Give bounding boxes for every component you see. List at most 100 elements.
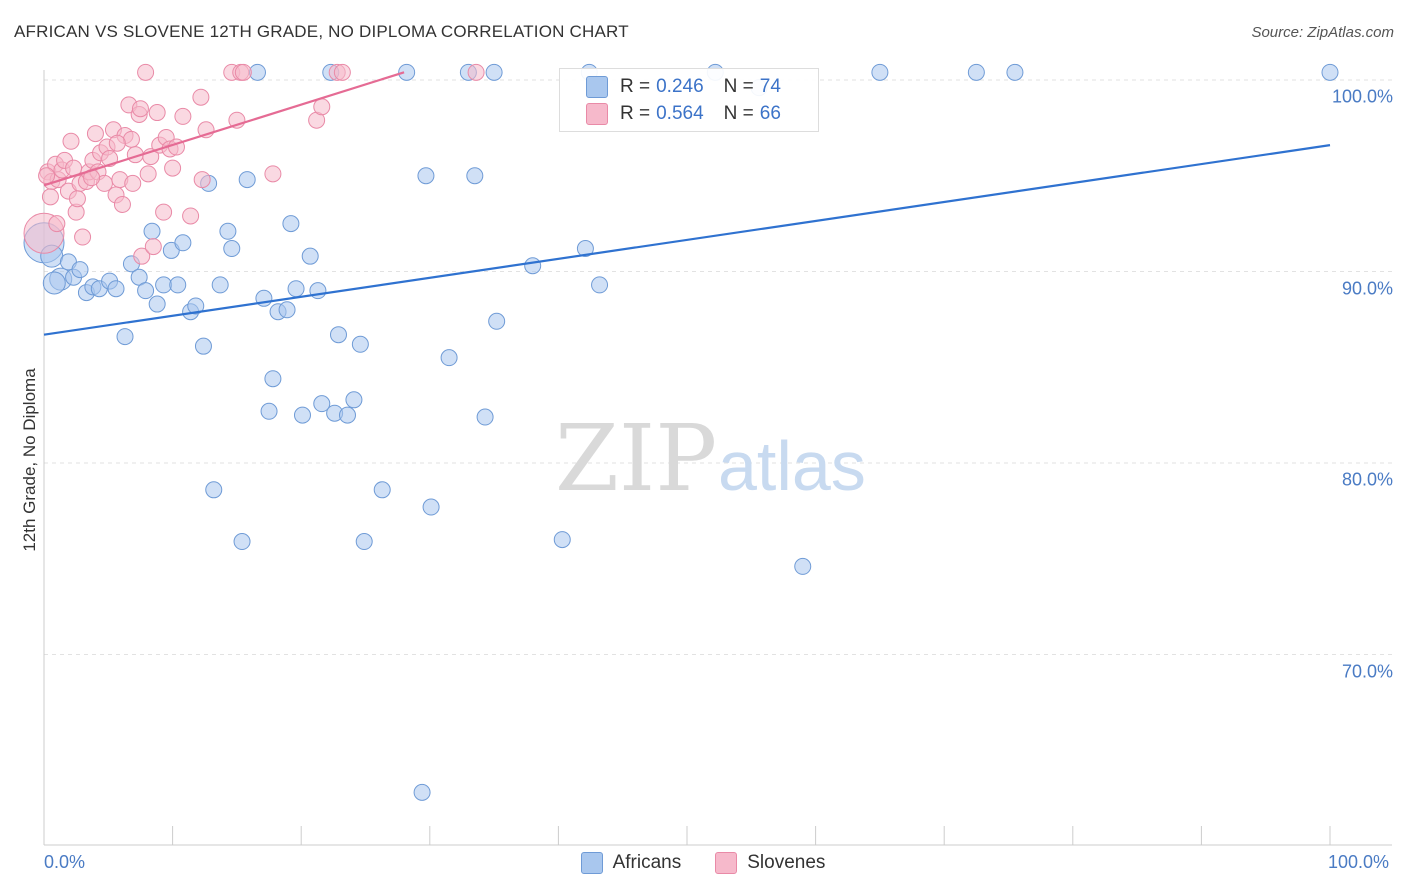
legend-r-label: R =: [620, 102, 651, 124]
data-point-slovenes: [193, 171, 211, 189]
data-point-slovenes: [86, 125, 104, 143]
chart-title: AFRICAN VS SLOVENE 12TH GRADE, NO DIPLOM…: [14, 22, 629, 41]
watermark-atlas: atlas: [718, 427, 866, 505]
data-point-africans: [488, 312, 506, 330]
watermark-zip: ZIP: [555, 405, 717, 512]
legend-item-slovenes[interactable]: Slovenes: [715, 852, 825, 874]
data-point-africans: [287, 280, 305, 298]
legend-n-value-slovenes: 66: [759, 102, 781, 124]
data-point-slovenes: [174, 107, 192, 125]
data-point-slovenes: [68, 190, 86, 208]
trend-line-africans: [43, 144, 1331, 336]
legend-row-africans: R = 0.246 N = 74: [586, 73, 781, 100]
data-point-africans: [440, 349, 458, 367]
data-point-slovenes: [192, 88, 210, 106]
data-point-africans: [871, 63, 889, 81]
data-point-africans: [553, 531, 571, 549]
data-point-africans: [238, 171, 256, 189]
legend-n-value-africans: 74: [759, 75, 781, 97]
data-point-africans: [338, 406, 356, 424]
data-point-africans: [301, 247, 319, 265]
data-point-slovenes: [333, 63, 351, 81]
data-point-africans: [223, 240, 241, 258]
data-point-africans: [187, 297, 205, 315]
data-point-africans: [260, 402, 278, 420]
data-point-africans: [233, 533, 251, 551]
source-label: Source: ZipAtlas.com: [1251, 24, 1394, 41]
series-slovenes: [23, 63, 485, 265]
data-point-slovenes: [182, 207, 200, 225]
legend-row-slovenes: R = 0.564 N = 66: [586, 100, 781, 127]
data-point-slovenes: [62, 132, 80, 150]
y-tick-label: 80.0%: [1341, 469, 1393, 490]
legend-item-africans[interactable]: Africans: [580, 852, 682, 874]
data-point-africans: [485, 63, 503, 81]
data-point-africans: [219, 222, 237, 240]
legend-swatch-slovenes: [715, 852, 738, 874]
data-point-africans: [355, 533, 373, 551]
legend-label-africans: Africans: [612, 852, 682, 873]
data-point-africans: [413, 783, 431, 801]
data-point-africans: [155, 276, 173, 294]
legend-n-label: N =: [723, 75, 754, 97]
legend-r-label: R =: [620, 75, 651, 97]
series-legend: Africans Slovenes: [0, 852, 1406, 874]
data-point-africans: [107, 280, 125, 298]
data-point-africans: [174, 234, 192, 252]
data-point-slovenes: [108, 134, 126, 152]
legend-swatch-africans: [580, 852, 603, 874]
data-point-africans: [345, 391, 363, 409]
data-point-africans: [313, 395, 331, 413]
data-point-slovenes: [41, 188, 59, 206]
data-point-africans: [422, 498, 440, 516]
data-point-africans: [794, 557, 812, 575]
data-point-slovenes: [313, 98, 331, 116]
data-point-slovenes: [467, 63, 485, 81]
data-point-slovenes: [139, 165, 157, 183]
data-point-slovenes: [137, 63, 155, 81]
data-point-africans: [1321, 63, 1339, 81]
data-point-africans: [137, 282, 155, 300]
data-point-africans: [71, 261, 89, 279]
data-point-slovenes: [148, 104, 166, 122]
data-point-africans: [476, 408, 494, 426]
data-point-slovenes: [234, 63, 252, 81]
correlation-legend: R = 0.246 N = 74 R = 0.564 N = 66: [559, 68, 819, 132]
trend-lines: [43, 71, 1331, 336]
data-point-africans: [194, 337, 212, 355]
data-point-africans: [524, 257, 542, 275]
data-point-slovenes: [164, 159, 182, 177]
data-point-africans: [351, 335, 369, 353]
data-point-africans: [264, 370, 282, 388]
data-point-slovenes: [124, 174, 142, 192]
data-point-africans: [398, 63, 416, 81]
y-tick-label: 90.0%: [1341, 278, 1393, 298]
data-point-africans: [329, 326, 347, 344]
y-tick-label: 100.0%: [1331, 86, 1393, 107]
legend-r-value-slovenes: 0.564: [656, 102, 704, 124]
data-point-africans: [466, 167, 484, 185]
data-point-africans: [169, 276, 187, 294]
data-point-africans: [205, 481, 223, 499]
data-point-africans: [591, 276, 609, 294]
data-point-africans: [278, 301, 296, 319]
x-tick-label-min: 0.0%: [44, 852, 86, 872]
y-tick-label: 70.0%: [1341, 661, 1393, 681]
data-point-africans: [373, 481, 391, 499]
data-point-slovenes: [122, 130, 140, 148]
data-point-africans: [143, 222, 161, 240]
data-point-africans: [116, 328, 134, 346]
legend-r-value-africans: 0.246: [656, 75, 704, 97]
trend-line-slovenes: [43, 71, 405, 187]
data-point-africans: [42, 271, 66, 295]
data-point-africans: [211, 276, 229, 294]
data-point-slovenes: [74, 228, 92, 246]
data-point-slovenes: [155, 203, 173, 221]
x-tick-label-max: 100.0%: [1328, 852, 1390, 872]
axes: [43, 70, 1392, 846]
gridlines: [44, 79, 1392, 655]
data-point-slovenes: [48, 215, 66, 233]
legend-swatch-slovenes: [586, 102, 608, 125]
data-point-africans: [1006, 63, 1024, 81]
